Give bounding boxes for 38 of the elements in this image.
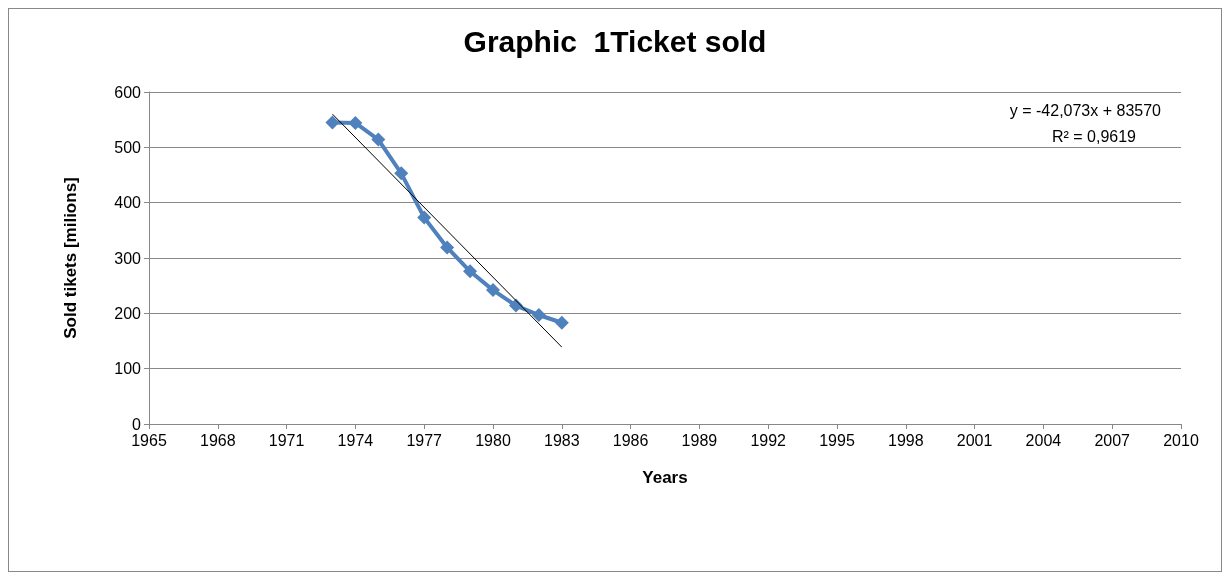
y-axis-title: Sold tikets [milions] (61, 177, 80, 339)
y-tick-label: 0 (132, 415, 142, 433)
point (440, 240, 455, 255)
annotation: R² = 0,9619 (1051, 127, 1137, 145)
x-tick-label: 1986 (612, 431, 649, 449)
x-tick-label: 1998 (888, 431, 924, 449)
y-tick-label: 200 (114, 304, 142, 322)
x-tick-label: 1989 (681, 431, 718, 449)
x-tick-label: 2004 (1025, 431, 1062, 449)
point (554, 315, 569, 330)
x-tick-label: 1968 (200, 431, 236, 449)
x-tick-label: 1974 (337, 431, 374, 449)
point (394, 166, 409, 181)
point (463, 264, 478, 279)
y-tick-label: 300 (114, 249, 142, 267)
x-tick-label: 1965 (131, 431, 167, 449)
point (417, 210, 432, 225)
y-tick-label: 400 (114, 194, 142, 212)
y-tick-label: 600 (114, 83, 142, 101)
x-tick-label: 1980 (475, 431, 511, 449)
x-tick-label: 1983 (544, 431, 580, 449)
point (348, 115, 363, 130)
x-tick-label: 1992 (750, 431, 787, 449)
y-tick-label: 100 (114, 360, 142, 378)
x-tick-label: 1977 (406, 431, 443, 449)
x-tick-label: 2010 (1163, 431, 1199, 449)
x-tick-label: 2007 (1094, 431, 1131, 449)
x-tick-label: 1995 (819, 431, 855, 449)
point (325, 115, 340, 130)
x-tick-label: 1971 (268, 431, 305, 449)
x-axis-title: Years (642, 468, 688, 487)
annotation: y = -42,073x + 83570 (1009, 101, 1162, 119)
point (371, 132, 386, 147)
point (531, 307, 546, 322)
point (486, 283, 500, 298)
x-tick-label: 2001 (956, 431, 993, 449)
chart-title: Graphic 1Ticket sold (463, 24, 767, 58)
y-tick-label: 500 (114, 138, 142, 156)
